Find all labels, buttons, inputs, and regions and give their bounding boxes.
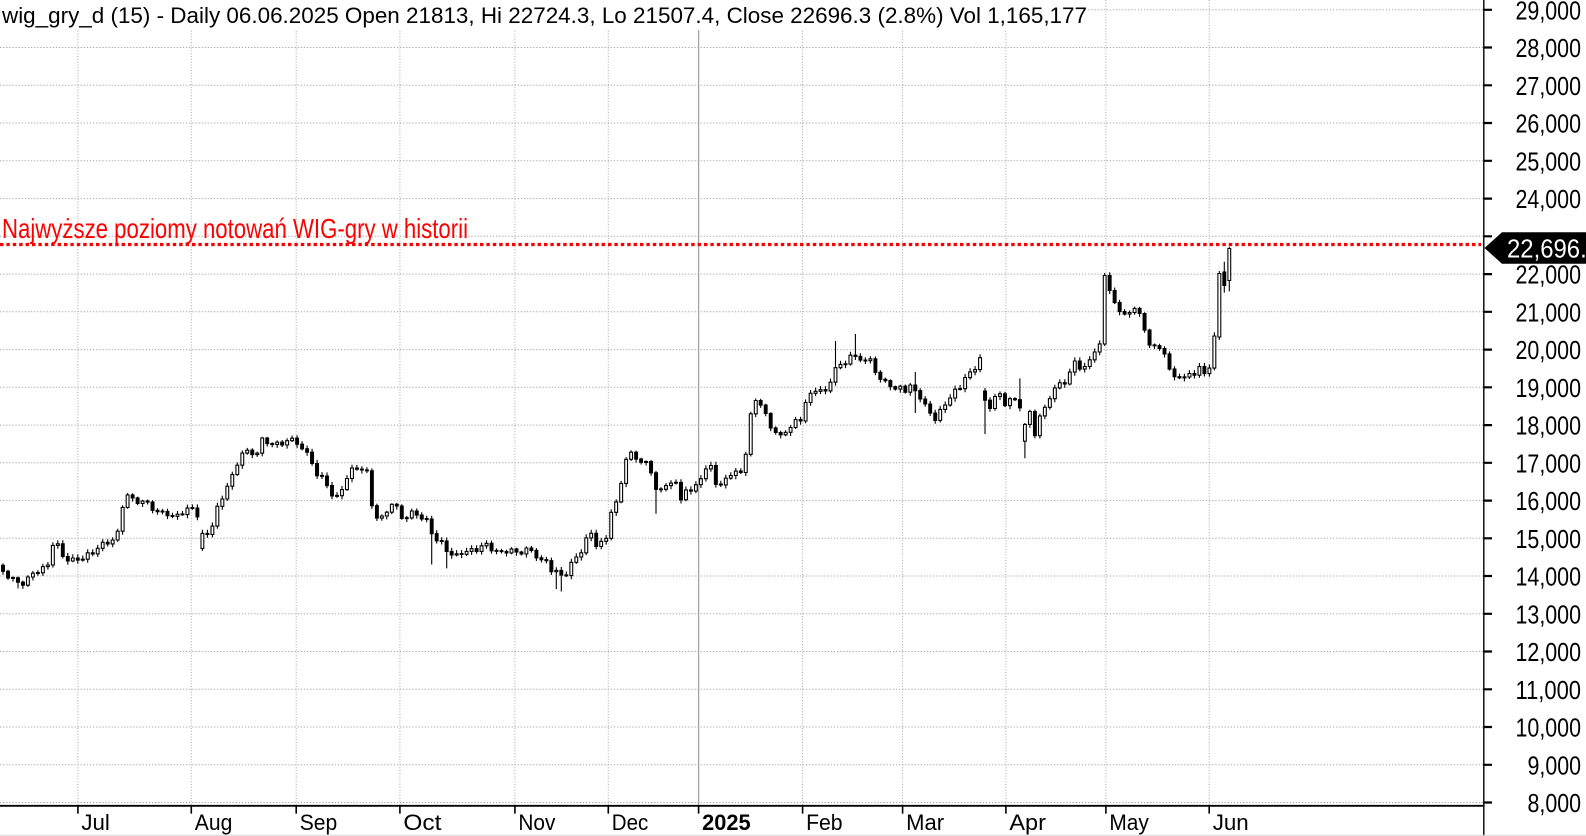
svg-text:22,000: 22,000 bbox=[1516, 260, 1582, 290]
svg-text:19,000: 19,000 bbox=[1516, 373, 1582, 403]
svg-text:2025: 2025 bbox=[702, 810, 751, 835]
svg-text:Sep: Sep bbox=[300, 810, 338, 835]
svg-text:Najwyższe poziomy notowań WIG-: Najwyższe poziomy notowań WIG-gry w hist… bbox=[2, 213, 468, 244]
svg-text:16,000: 16,000 bbox=[1516, 486, 1582, 516]
svg-text:Apr: Apr bbox=[1009, 810, 1046, 835]
svg-text:14,000: 14,000 bbox=[1516, 562, 1582, 592]
svg-text:9,000: 9,000 bbox=[1528, 750, 1582, 780]
svg-text:26,000: 26,000 bbox=[1516, 109, 1582, 139]
svg-text:22,696.3: 22,696.3 bbox=[1507, 234, 1586, 264]
svg-text:13,000: 13,000 bbox=[1516, 599, 1582, 629]
svg-text:28,000: 28,000 bbox=[1516, 33, 1582, 63]
svg-text:May: May bbox=[1109, 810, 1149, 835]
svg-text:20,000: 20,000 bbox=[1516, 335, 1582, 365]
svg-text:Feb: Feb bbox=[806, 810, 843, 835]
svg-text:wig_gry_d (15) - Daily 06.06.2: wig_gry_d (15) - Daily 06.06.2025 Open 2… bbox=[1, 3, 1087, 28]
svg-text:15,000: 15,000 bbox=[1516, 524, 1582, 554]
svg-text:29,000: 29,000 bbox=[1516, 0, 1582, 25]
svg-text:24,000: 24,000 bbox=[1516, 184, 1582, 214]
svg-text:Nov: Nov bbox=[518, 810, 556, 835]
svg-text:8,000: 8,000 bbox=[1528, 788, 1582, 818]
svg-text:21,000: 21,000 bbox=[1516, 297, 1582, 327]
svg-text:Jun: Jun bbox=[1213, 810, 1249, 835]
svg-text:Dec: Dec bbox=[612, 810, 649, 835]
svg-text:11,000: 11,000 bbox=[1516, 675, 1582, 705]
svg-text:25,000: 25,000 bbox=[1516, 146, 1582, 176]
svg-text:18,000: 18,000 bbox=[1516, 411, 1582, 441]
svg-text:17,000: 17,000 bbox=[1516, 448, 1582, 478]
svg-text:27,000: 27,000 bbox=[1516, 71, 1582, 101]
svg-text:12,000: 12,000 bbox=[1516, 637, 1582, 667]
svg-text:Jul: Jul bbox=[81, 810, 110, 835]
svg-text:Oct: Oct bbox=[403, 810, 442, 835]
svg-text:Aug: Aug bbox=[195, 810, 233, 835]
svg-text:Mar: Mar bbox=[906, 810, 944, 835]
svg-text:10,000: 10,000 bbox=[1516, 713, 1582, 743]
